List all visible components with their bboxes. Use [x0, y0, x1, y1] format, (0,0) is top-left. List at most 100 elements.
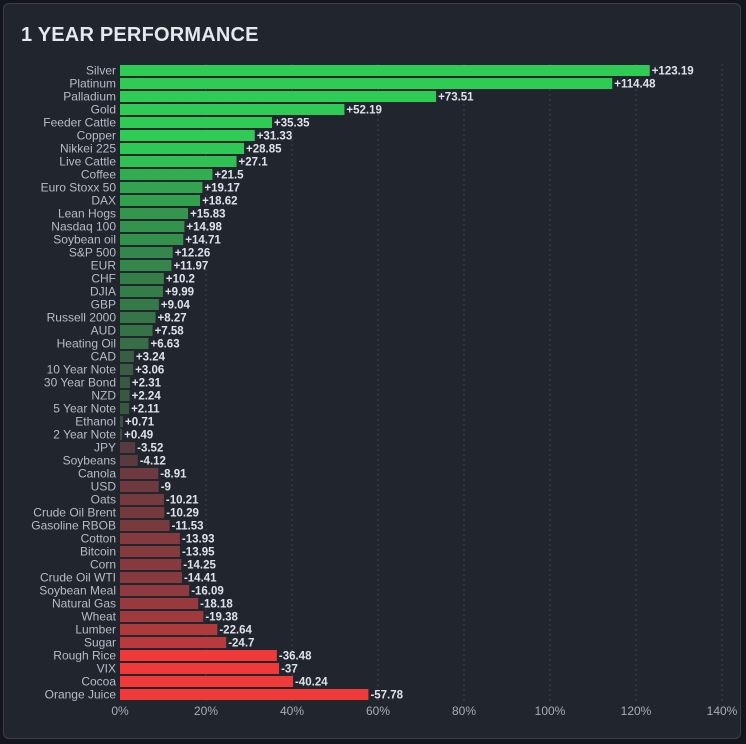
bar: [120, 195, 201, 206]
category-label: Heating Oil: [57, 337, 116, 351]
bar: [120, 390, 130, 401]
bar: [120, 351, 134, 362]
bar: [120, 364, 134, 375]
value-label: -14.41: [184, 573, 217, 585]
category-label: GBP: [91, 298, 116, 312]
value-label: +7.58: [155, 326, 185, 338]
x-tick-label: 120%: [621, 704, 652, 718]
value-label: -40.24: [295, 677, 328, 689]
bar: [120, 221, 185, 232]
value-label: -10.21: [166, 495, 199, 507]
bar: [120, 663, 280, 674]
bar: [120, 559, 182, 570]
category-label: USD: [91, 480, 117, 494]
category-label: Sugar: [84, 636, 116, 650]
bar: [120, 650, 277, 661]
category-label: Oats: [91, 493, 116, 507]
bar: [120, 182, 203, 193]
value-label: +28.85: [246, 144, 282, 156]
bar: [120, 611, 204, 622]
x-tick-label: 60%: [366, 704, 390, 718]
category-label: NZD: [91, 389, 116, 403]
bar: [120, 169, 213, 180]
x-tick-label: 0%: [111, 704, 129, 718]
bar: [120, 338, 149, 349]
bar: [120, 286, 163, 297]
value-label: -24.7: [228, 638, 254, 650]
bar: [120, 494, 164, 505]
bar: [120, 689, 369, 700]
category-label: 2 Year Note: [53, 428, 116, 442]
category-label: Copper: [77, 129, 116, 143]
value-label: +21.5: [214, 170, 244, 182]
x-tick-label: 20%: [194, 704, 218, 718]
value-label: +31.33: [257, 131, 293, 143]
bar: [120, 468, 159, 479]
value-label: -16.09: [191, 586, 224, 598]
bar: [120, 234, 184, 245]
bar: [120, 429, 123, 440]
category-label: Gold: [91, 103, 116, 117]
category-label: Euro Stoxx 50: [41, 181, 117, 195]
category-label: Cotton: [81, 532, 116, 546]
bar: [120, 325, 153, 336]
value-label: +6.63: [151, 339, 180, 351]
value-label: -4.12: [140, 456, 166, 468]
bars: [120, 65, 650, 700]
category-label: Bitcoin: [80, 545, 116, 559]
category-label: Wheat: [81, 610, 116, 624]
bar: [120, 546, 180, 557]
bar: [120, 585, 190, 596]
value-label: -18.18: [200, 599, 233, 611]
value-label: +73.51: [438, 92, 474, 104]
category-label: Soybean oil: [53, 233, 116, 247]
value-label: +0.49: [124, 430, 153, 442]
category-label: Rough Rice: [53, 649, 116, 663]
bar: [120, 676, 294, 687]
category-label: Cocoa: [81, 675, 116, 689]
category-label: Live Cattle: [59, 155, 116, 169]
category-label: 10 Year Note: [47, 363, 117, 377]
value-label: +3.06: [135, 365, 164, 377]
value-label: -13.95: [182, 547, 215, 559]
value-label: -14.25: [183, 560, 216, 572]
bar: [120, 91, 437, 102]
bar: [120, 455, 138, 466]
bar: [120, 377, 130, 388]
value-label: +114.48: [614, 79, 656, 91]
category-label: Crude Oil Brent: [33, 506, 116, 520]
category-label: Crude Oil WTI: [40, 571, 116, 585]
category-label: Soybean Meal: [39, 584, 116, 598]
bar: [120, 104, 345, 115]
value-label: +123.19: [652, 66, 694, 78]
category-label: 30 Year Bond: [44, 376, 116, 390]
value-labels: +123.19+114.48+73.51+52.19+35.35+31.33+2…: [124, 66, 694, 702]
x-tick-label: 80%: [452, 704, 476, 718]
value-label: -36.48: [279, 651, 312, 663]
category-label: S&P 500: [69, 246, 116, 260]
category-label: Lumber: [75, 623, 116, 637]
bar: [120, 416, 124, 427]
category-label: Canola: [78, 467, 116, 481]
category-label: Russell 2000: [47, 311, 117, 325]
value-label: +2.11: [131, 404, 160, 416]
value-label: +9.04: [161, 300, 191, 312]
bar: [120, 65, 650, 76]
category-label: AUD: [91, 324, 117, 338]
bar: [120, 156, 237, 167]
category-label: JPY: [94, 441, 116, 455]
bar: [120, 442, 136, 453]
bar: [120, 520, 170, 531]
category-label: DJIA: [90, 285, 116, 299]
value-label: +10.2: [166, 274, 195, 286]
bar: [120, 130, 255, 141]
value-label: +2.31: [132, 378, 162, 390]
category-label: 5 Year Note: [53, 402, 116, 416]
bar: [120, 598, 199, 609]
category-label: Corn: [90, 558, 116, 572]
category-label: DAX: [91, 194, 116, 208]
category-label: Gasoline RBOB: [31, 519, 116, 533]
category-label: Nikkei 225: [60, 142, 116, 156]
